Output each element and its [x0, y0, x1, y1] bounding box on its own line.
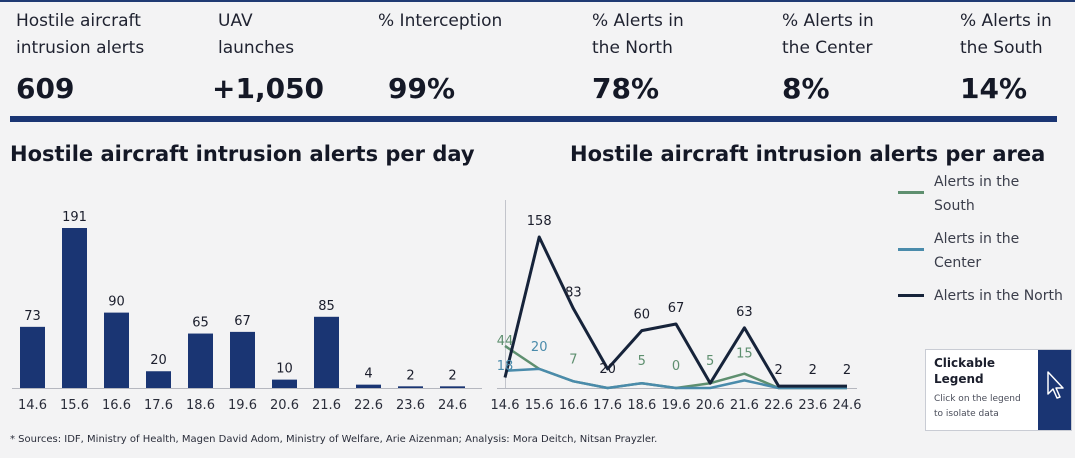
legend-label-north: Alerts in the North — [934, 288, 1063, 304]
bar-x-tick-label: 19.6 — [228, 398, 257, 413]
bar-data-label: 191 — [62, 210, 87, 225]
bar — [104, 312, 129, 388]
line-x-tick-label: 20.6 — [696, 398, 725, 413]
kpi-value: +1,050 — [212, 72, 325, 105]
bar-x-tick-label: 18.6 — [186, 398, 215, 413]
series-line[interactable] — [504, 367, 847, 390]
line-data-label: 67 — [668, 301, 685, 316]
kpi-label: % Interception — [378, 11, 503, 31]
bar — [398, 386, 423, 388]
kpi-label: % Alerts in the North — [592, 11, 684, 58]
line-data-label: 60 — [634, 308, 651, 323]
line-x-tick-label: 18.6 — [627, 398, 656, 413]
bar-data-label: 4 — [364, 367, 372, 382]
kpi-uav-launches: UAV launches +1,050 — [212, 8, 324, 105]
footnote: * Sources: IDF, Ministry of Health, Mage… — [10, 434, 658, 445]
kpi-value: 609 — [16, 72, 75, 105]
series-line[interactable] — [503, 235, 847, 388]
bar-x-tick-label: 16.6 — [102, 398, 131, 413]
bar-data-label: 65 — [192, 316, 209, 331]
kpi-alerts-north: % Alerts in the North 78% — [592, 8, 684, 105]
line-data-label: 2 — [774, 363, 782, 378]
line-data-label: 18 — [497, 359, 514, 374]
bar — [62, 228, 87, 388]
kpi-value: 8% — [782, 72, 830, 105]
kpi-value: 78% — [592, 72, 660, 105]
kpi-label: % Alerts in the South — [960, 11, 1052, 58]
bar-data-label: 10 — [276, 362, 293, 377]
line-data-label: 0 — [672, 359, 680, 374]
line-data-label: 2 — [843, 363, 851, 378]
kpi-label: % Alerts in the Center — [782, 11, 874, 58]
kpi-label: Hostile aircraft intrusion alerts — [16, 11, 145, 58]
line-x-tick-label: 16.6 — [559, 398, 588, 413]
kpi-label: UAV launches — [218, 11, 295, 58]
bar — [440, 386, 465, 388]
bar — [314, 316, 339, 388]
bar — [272, 379, 297, 388]
legend-swatch-north — [898, 294, 924, 297]
line-data-label: 63 — [736, 305, 753, 320]
bar-x-tick-label: 20.6 — [270, 398, 299, 413]
bar — [188, 333, 213, 388]
line-data-label: 5 — [706, 354, 714, 369]
line-x-tick-label: 21.6 — [730, 398, 759, 413]
bar-x-tick-label: 14.6 — [18, 398, 47, 413]
cursor-panel — [1038, 350, 1071, 430]
bar-data-label: 73 — [24, 309, 41, 324]
line-data-label: 7 — [569, 352, 577, 367]
line-data-label: 2 — [809, 363, 817, 378]
line-data-label: 44 — [497, 334, 514, 349]
line-chart: 44 18 158 20 83 7 20 60 5 67 0 5 63 15 2 2 2 14.6 15.6 16.6… — [491, 200, 862, 413]
line-chart-title: Hostile aircraft intrusion alerts per ar… — [570, 142, 1046, 166]
bar-x-tick-label: 24.6 — [438, 398, 467, 413]
line-x-tick-label: 14.6 — [491, 398, 520, 413]
clickable-legend-title: Clickable Legend — [934, 356, 996, 386]
kpi-value: 14% — [960, 72, 1028, 105]
line-x-tick-label: 22.6 — [764, 398, 793, 413]
line-x-tick-label: 17.6 — [593, 398, 622, 413]
line-data-label: 83 — [565, 286, 582, 301]
line-x-tick-label: 15.6 — [525, 398, 554, 413]
bar-chart-title: Hostile aircraft intrusion alerts per da… — [10, 142, 475, 166]
bar-x-tick-label: 15.6 — [60, 398, 89, 413]
bar-x-tick-label: 22.6 — [354, 398, 383, 413]
section-divider — [10, 116, 1057, 122]
clickable-legend-hint: Clickable Legend Click on the legend to … — [925, 349, 1072, 431]
cursor-icon — [1047, 371, 1064, 399]
bar — [20, 326, 45, 388]
bar-x-tick-label: 17.6 — [144, 398, 173, 413]
line-x-tick-label: 24.6 — [833, 398, 862, 413]
bar-data-label: 67 — [234, 314, 251, 329]
bar-chart: 73 14.6 191 15.6 90 16.6 20 17.6 65 18.6 67 19.6 10 2… — [12, 210, 482, 413]
bar — [356, 384, 381, 388]
line-x-tick-label: 23.6 — [798, 398, 827, 413]
kpi-hostile-alerts: Hostile aircraft intrusion alerts 609 — [16, 8, 145, 105]
kpi-value: 99% — [388, 72, 456, 105]
kpi-interception: % Interception 99% — [378, 8, 503, 105]
legend-label-south: Alerts in the South — [934, 174, 1020, 214]
bar-data-label: 90 — [108, 295, 125, 310]
bar-data-label: 20 — [150, 353, 167, 368]
bar-data-label: 85 — [318, 299, 335, 314]
line-data-label: 5 — [638, 354, 646, 369]
bar — [230, 331, 255, 388]
bar-x-tick-label: 23.6 — [396, 398, 425, 413]
legend-label-center: Alerts in the Center — [934, 231, 1020, 271]
bar — [146, 371, 171, 388]
legend-swatch-center — [898, 248, 924, 251]
legend-swatch-south — [898, 191, 924, 194]
line-data-label: 15 — [736, 347, 753, 362]
line-x-tick-label: 19.6 — [662, 398, 691, 413]
top-rule — [0, 0, 1075, 2]
kpi-alerts-south: % Alerts in the South 14% — [960, 8, 1052, 105]
bar-data-label: 2 — [406, 368, 414, 383]
line-data-label: 20 — [531, 340, 548, 355]
bar-x-tick-label: 21.6 — [312, 398, 341, 413]
bar-data-label: 2 — [448, 368, 456, 383]
line-data-label: 158 — [527, 214, 552, 229]
kpi-alerts-center: % Alerts in the Center 8% — [782, 8, 874, 105]
line-data-label: 20 — [599, 362, 616, 377]
clickable-legend-subtitle: Click on the legend to isolate data — [934, 394, 1021, 419]
